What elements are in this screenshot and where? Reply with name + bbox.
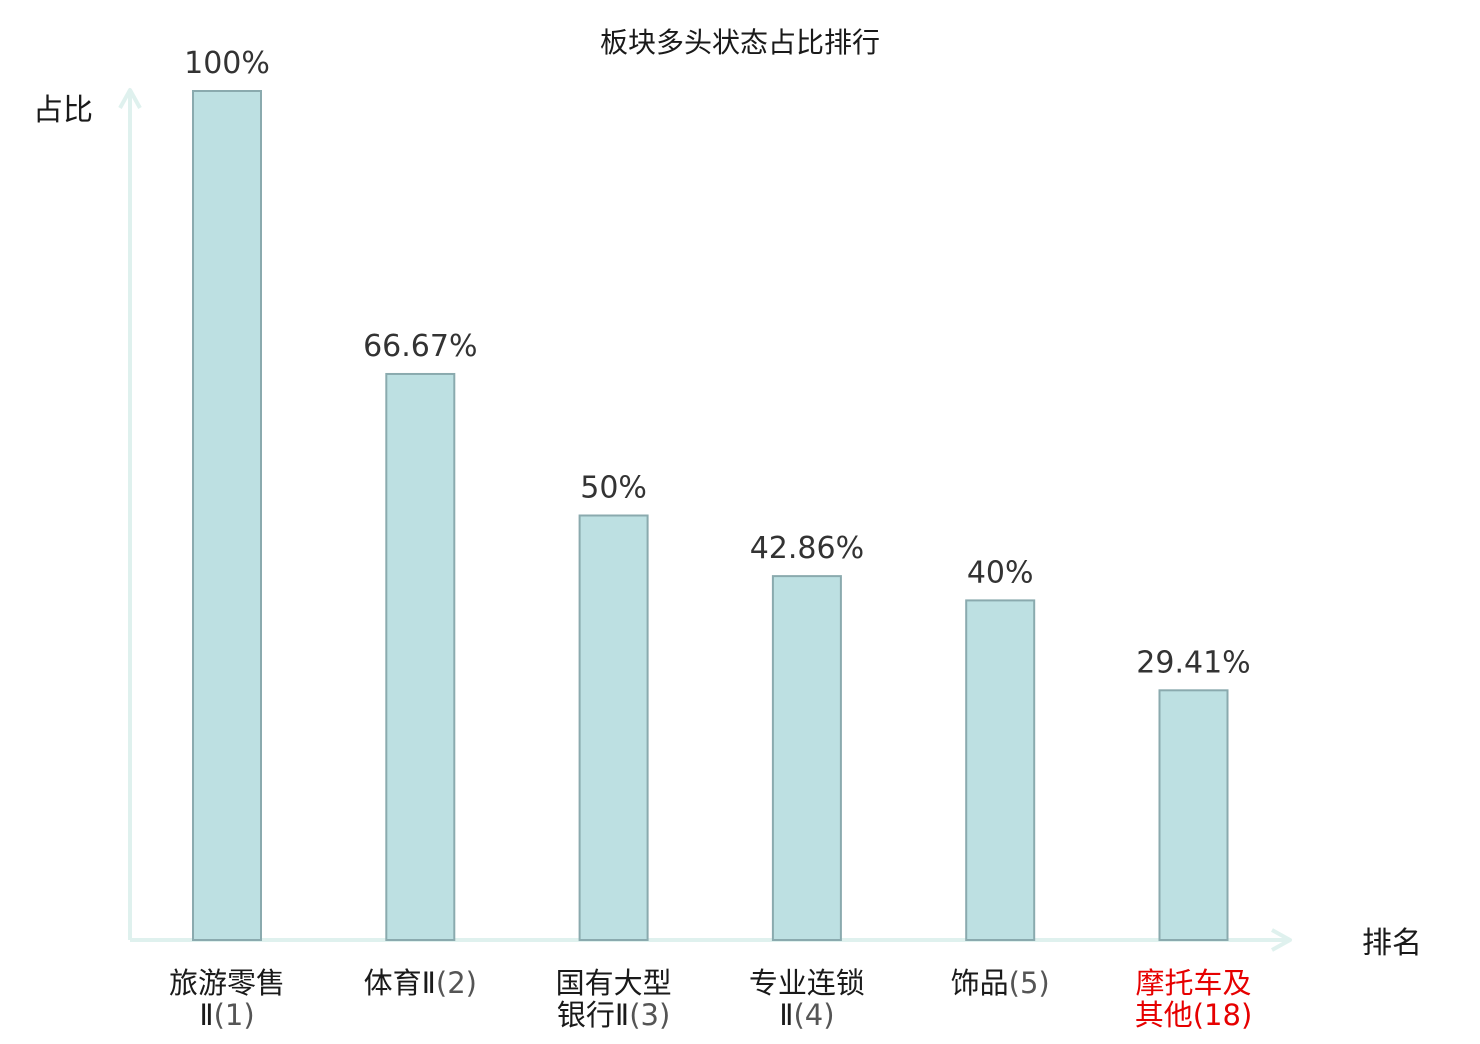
category-label: 其他(18) (1135, 998, 1253, 1032)
value-label: 100% (184, 46, 270, 81)
category-label: Ⅱ(1) (199, 998, 254, 1032)
value-labels: 100% 66.67% 50% 42.86% 40% 29.41% (184, 46, 1251, 680)
category-label: 摩托车及 (1135, 966, 1251, 1000)
category-label: Ⅱ(4) (779, 998, 834, 1032)
chart-title: 板块多头状态占比排行 (600, 26, 880, 59)
category-rank: (4) (793, 998, 834, 1032)
category-label: 旅游零售 (169, 966, 285, 1000)
value-label: 42.86% (750, 531, 864, 566)
bar[interactable] (771, 575, 842, 941)
category-rank: (3) (629, 998, 670, 1032)
category-rank: (2) (436, 966, 477, 1000)
bar[interactable] (1158, 689, 1229, 941)
bar[interactable] (192, 90, 262, 941)
bars (192, 90, 1229, 942)
bar[interactable] (965, 599, 1036, 942)
y-axis-label: 占比 (33, 93, 93, 128)
category-label: 专业连锁 (749, 966, 865, 1000)
category-label: 体育Ⅱ(2) (364, 966, 477, 1000)
value-label: 66.67% (363, 329, 477, 364)
value-label: 29.41% (1136, 645, 1250, 680)
bar[interactable] (385, 372, 456, 942)
category-label: 国有大型 (556, 966, 672, 1000)
value-label: 40% (967, 555, 1034, 590)
bar[interactable] (578, 514, 649, 941)
axes (118, 88, 1292, 952)
category-label: 饰品(5) (951, 966, 1050, 1000)
value-label: 50% (580, 471, 647, 506)
category-rank: (5) (1009, 966, 1050, 1000)
y-axis-arrow (118, 88, 142, 109)
category-rank: (1) (214, 998, 255, 1032)
x-axis-arrow (1271, 928, 1292, 952)
category-rank: (18) (1193, 998, 1253, 1032)
category-label: 银行Ⅱ(3) (557, 998, 670, 1032)
x-axis-label: 排名 (1362, 926, 1422, 961)
